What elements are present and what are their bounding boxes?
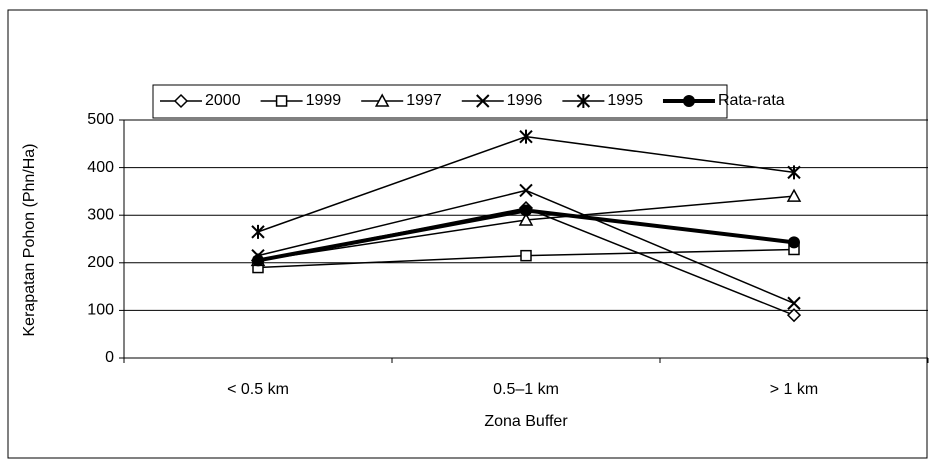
marker-shape (476, 94, 490, 108)
legend-label: 1996 (507, 92, 543, 109)
x-axis-label: Zona Buffer (484, 413, 568, 430)
legend-label: 1995 (607, 92, 643, 109)
y-tick-label: 100 (87, 302, 114, 319)
x-tick-label: < 0.5 km (227, 381, 289, 398)
marker-shape (786, 188, 802, 202)
x-tick-label: > 1 km (770, 381, 818, 398)
y-tick-label: 400 (87, 159, 114, 176)
marker (787, 165, 801, 180)
marker (520, 249, 532, 262)
marker-shape (252, 254, 264, 267)
marker (252, 254, 264, 267)
marker (173, 93, 189, 109)
marker (788, 236, 800, 249)
marker-shape (576, 94, 591, 108)
marker (519, 129, 533, 144)
marker (786, 188, 802, 202)
y-tick-label: 500 (87, 111, 114, 128)
marker-shape (374, 93, 390, 107)
marker (520, 204, 532, 217)
marker-shape (787, 296, 801, 310)
legend-box (152, 84, 728, 119)
marker-shape (788, 236, 800, 249)
x-tick-label: 0.5–1 km (493, 381, 559, 398)
y-tick-label: 200 (87, 254, 114, 271)
marker (787, 296, 801, 310)
marker-shape (519, 129, 533, 144)
marker-shape (786, 308, 802, 323)
marker (476, 94, 490, 108)
marker (682, 95, 695, 107)
marker (518, 212, 534, 226)
marker (786, 308, 802, 323)
legend-label: Rata-rata (718, 92, 785, 109)
marker (519, 183, 533, 198)
marker-shape (520, 249, 532, 262)
marker-shape (173, 93, 189, 109)
marker-shape (519, 183, 533, 198)
marker-shape (251, 224, 265, 239)
chart-frame (7, 9, 928, 459)
marker (275, 95, 288, 107)
marker (251, 224, 265, 239)
marker-shape (520, 204, 532, 217)
legend-label: 1999 (306, 92, 342, 109)
y-tick-label: 0 (105, 349, 114, 366)
marker-shape (275, 95, 288, 107)
legend-label: 2000 (205, 92, 241, 109)
marker (576, 94, 591, 108)
marker (374, 93, 390, 107)
marker-shape (682, 95, 695, 107)
marker-shape (518, 212, 534, 226)
y-tick-label: 300 (87, 206, 114, 223)
legend-label: 1997 (406, 92, 442, 109)
marker-shape (787, 165, 801, 180)
y-axis-label: Kerapatan Pohon (Phn/Ha) (21, 143, 38, 336)
